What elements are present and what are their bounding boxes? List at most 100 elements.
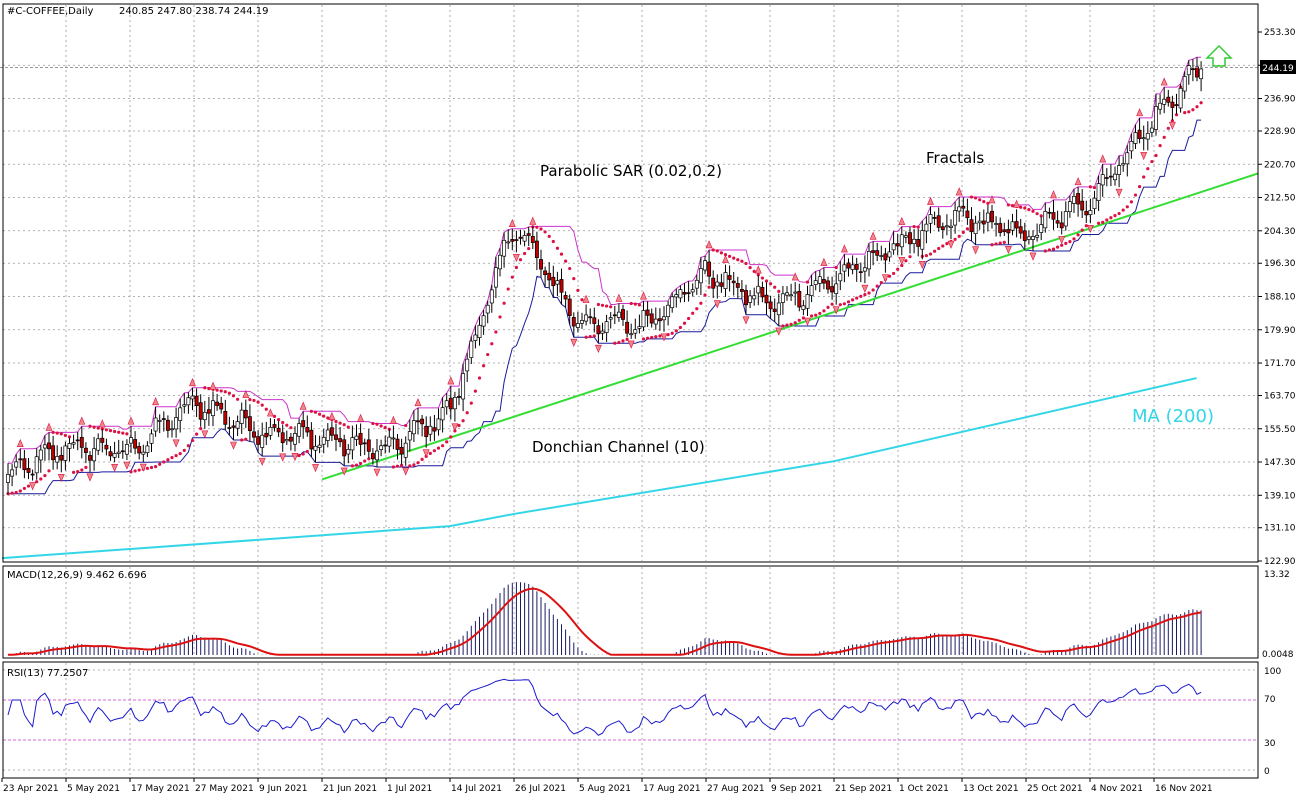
psar-dot xyxy=(195,432,199,436)
candle-bull xyxy=(985,212,990,223)
psar-dot xyxy=(600,303,605,307)
psar-dot xyxy=(490,342,494,346)
candle-bull xyxy=(440,407,445,421)
fractal-down-marker xyxy=(742,316,750,325)
candle-bear xyxy=(1108,175,1113,178)
candle-bull xyxy=(1141,137,1146,140)
psar-dot xyxy=(506,287,510,291)
psar-dot xyxy=(1174,113,1179,117)
candle-bull xyxy=(354,435,359,440)
psar-dot xyxy=(732,256,736,260)
candle-bull xyxy=(116,451,121,454)
candle-bull xyxy=(211,400,215,417)
candle-bear xyxy=(219,402,224,410)
psar-dot xyxy=(978,198,982,202)
psar-dot xyxy=(1183,111,1187,115)
fractal-down-marker xyxy=(402,467,410,476)
candle-bull xyxy=(678,289,683,299)
candle-bull xyxy=(452,396,457,410)
psar-dot xyxy=(945,242,949,246)
psar-dot xyxy=(879,280,883,285)
fractal-up-marker xyxy=(98,419,106,428)
fractal-up-marker xyxy=(582,294,590,303)
trendline xyxy=(321,172,1259,481)
candle-bull xyxy=(801,305,806,310)
price-tick-label: 253.30 xyxy=(1264,28,1296,38)
psar-dot xyxy=(641,337,646,341)
psar-dot xyxy=(629,301,633,306)
candle-bear xyxy=(280,432,285,444)
candle-bear xyxy=(100,437,105,443)
fractal-down-marker xyxy=(1168,121,1176,130)
psar-dot xyxy=(1027,208,1031,212)
psar-dot xyxy=(149,465,154,470)
psar-dot xyxy=(965,227,970,231)
fractal-up-marker xyxy=(242,389,250,398)
psar-dot xyxy=(637,303,642,307)
psar-dot xyxy=(59,432,63,436)
candle-bull xyxy=(506,241,511,244)
candle-bear xyxy=(539,259,543,270)
candle-bull xyxy=(809,285,814,296)
candle-bull xyxy=(666,304,671,318)
fractal-down-marker xyxy=(230,441,237,450)
psar-dot xyxy=(785,323,789,327)
psar-dot xyxy=(723,253,728,257)
psar-dot xyxy=(908,255,912,259)
psar-dot xyxy=(588,334,592,339)
fractal-down-marker xyxy=(918,260,926,270)
psar-dot xyxy=(227,391,231,395)
candle-bull xyxy=(436,418,441,431)
candle-bull xyxy=(461,373,466,400)
candle-bull xyxy=(235,421,240,429)
psar-dot xyxy=(92,425,96,429)
candle-bull xyxy=(1096,183,1101,201)
candle-bull xyxy=(317,444,322,448)
candle-bear xyxy=(543,270,548,276)
fractal-up-marker xyxy=(840,244,848,253)
main-grid xyxy=(3,64,1258,529)
candle-bull xyxy=(957,206,962,212)
candle-bear xyxy=(1076,193,1081,205)
psar-dot xyxy=(990,243,994,247)
psar-dot xyxy=(1170,119,1174,123)
candle-bear xyxy=(165,419,170,431)
psar-dot xyxy=(350,464,354,468)
psar-dot xyxy=(625,337,629,341)
date-tick-label: 17 May 2021 xyxy=(131,784,190,794)
fractal-down-marker xyxy=(111,463,119,473)
candle-bear xyxy=(567,298,572,316)
candle-bear xyxy=(1014,221,1019,229)
candle-bull xyxy=(379,445,384,451)
psar-dot xyxy=(719,251,724,255)
date-tick-label: 9 Jun 2021 xyxy=(259,784,307,794)
candle-bear xyxy=(26,468,31,473)
psar-dot xyxy=(744,261,748,266)
psar-dot xyxy=(436,446,441,450)
psar-dot xyxy=(687,316,691,321)
psar-dot xyxy=(170,456,174,460)
psar-dot xyxy=(605,304,609,308)
candle-bull xyxy=(604,321,609,333)
fractal-down-marker xyxy=(1029,252,1037,261)
candle-bear xyxy=(571,317,576,327)
psar-dot xyxy=(18,489,22,493)
ohlc-header: 240.85 247.80 238.74 244.19 xyxy=(119,6,269,17)
candle-bear xyxy=(657,318,662,322)
fractal-up-marker xyxy=(508,218,516,228)
psar-dot xyxy=(22,486,26,491)
fractal-up-marker xyxy=(152,397,160,406)
psar-dot xyxy=(1150,159,1154,164)
psar-dot xyxy=(47,469,51,473)
candle-bull xyxy=(928,214,933,224)
last-price-badge xyxy=(1260,60,1296,74)
fractal-up-marker xyxy=(209,381,217,390)
candle-bear xyxy=(682,292,687,295)
price-tick-label: 131.10 xyxy=(1264,524,1296,534)
candle-bull xyxy=(793,291,798,294)
fractal-up-marker xyxy=(869,231,877,240)
psar-dot xyxy=(998,241,1002,245)
candle-bear xyxy=(22,458,27,471)
candle-bull xyxy=(703,260,707,271)
candle-bull xyxy=(903,235,908,238)
